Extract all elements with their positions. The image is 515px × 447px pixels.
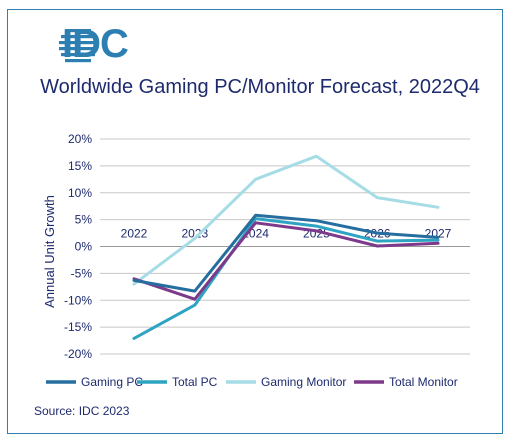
- series-line-gaming-pc: [132, 213, 440, 293]
- legend-label: Gaming Monitor: [261, 375, 346, 389]
- y-tick-label: -10%: [64, 293, 92, 307]
- y-tick-label: -15%: [64, 320, 92, 334]
- series-line-total-pc: [132, 217, 440, 340]
- logo-text: IDC: [62, 22, 129, 66]
- y-tick-label: 20%: [68, 132, 92, 146]
- y-tick-label: -5%: [71, 266, 93, 280]
- source-note: Source: IDC 2023: [34, 404, 130, 418]
- legend-label: Gaming PC: [81, 375, 143, 389]
- chart-title: Worldwide Gaming PC/Monitor Forecast, 20…: [40, 76, 480, 98]
- idc-logo-globe-icon: [59, 29, 96, 63]
- legend-label: Total PC: [172, 375, 218, 389]
- y-tick-label: 0%: [75, 240, 93, 254]
- x-tick-label: 2022: [121, 227, 148, 241]
- y-tick-label: 10%: [68, 186, 92, 200]
- y-tick-label: -20%: [64, 347, 92, 361]
- y-tick-label: 15%: [68, 159, 92, 173]
- y-tick-label: 5%: [75, 213, 93, 227]
- y-axis-label: Annual Unit Growth: [42, 195, 57, 308]
- series-line-total-monitor: [132, 221, 440, 301]
- legend-label: Total Monitor: [389, 375, 458, 389]
- series-line-gaming-monitor: [132, 154, 440, 286]
